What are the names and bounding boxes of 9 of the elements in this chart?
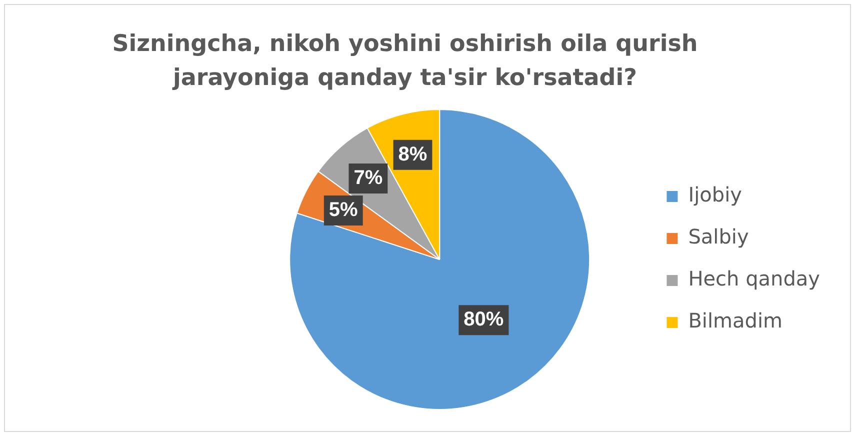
- legend-label: Ijobiy: [688, 182, 742, 207]
- data-label: 7%: [354, 167, 383, 190]
- chart-title: Sizningcha, nikoh yoshini oshirish oila qurish jarayoniga qanday ta'sir ko'rsatadi?: [111, 30, 699, 93]
- data-label: 5%: [328, 198, 358, 221]
- legend-label: Bilmadim: [688, 308, 783, 333]
- legend-label: Salbiy: [688, 224, 749, 249]
- data-label: 8%: [398, 143, 428, 166]
- legend-label: Hech qanday: [688, 266, 820, 291]
- data-label: 80%: [464, 308, 504, 331]
